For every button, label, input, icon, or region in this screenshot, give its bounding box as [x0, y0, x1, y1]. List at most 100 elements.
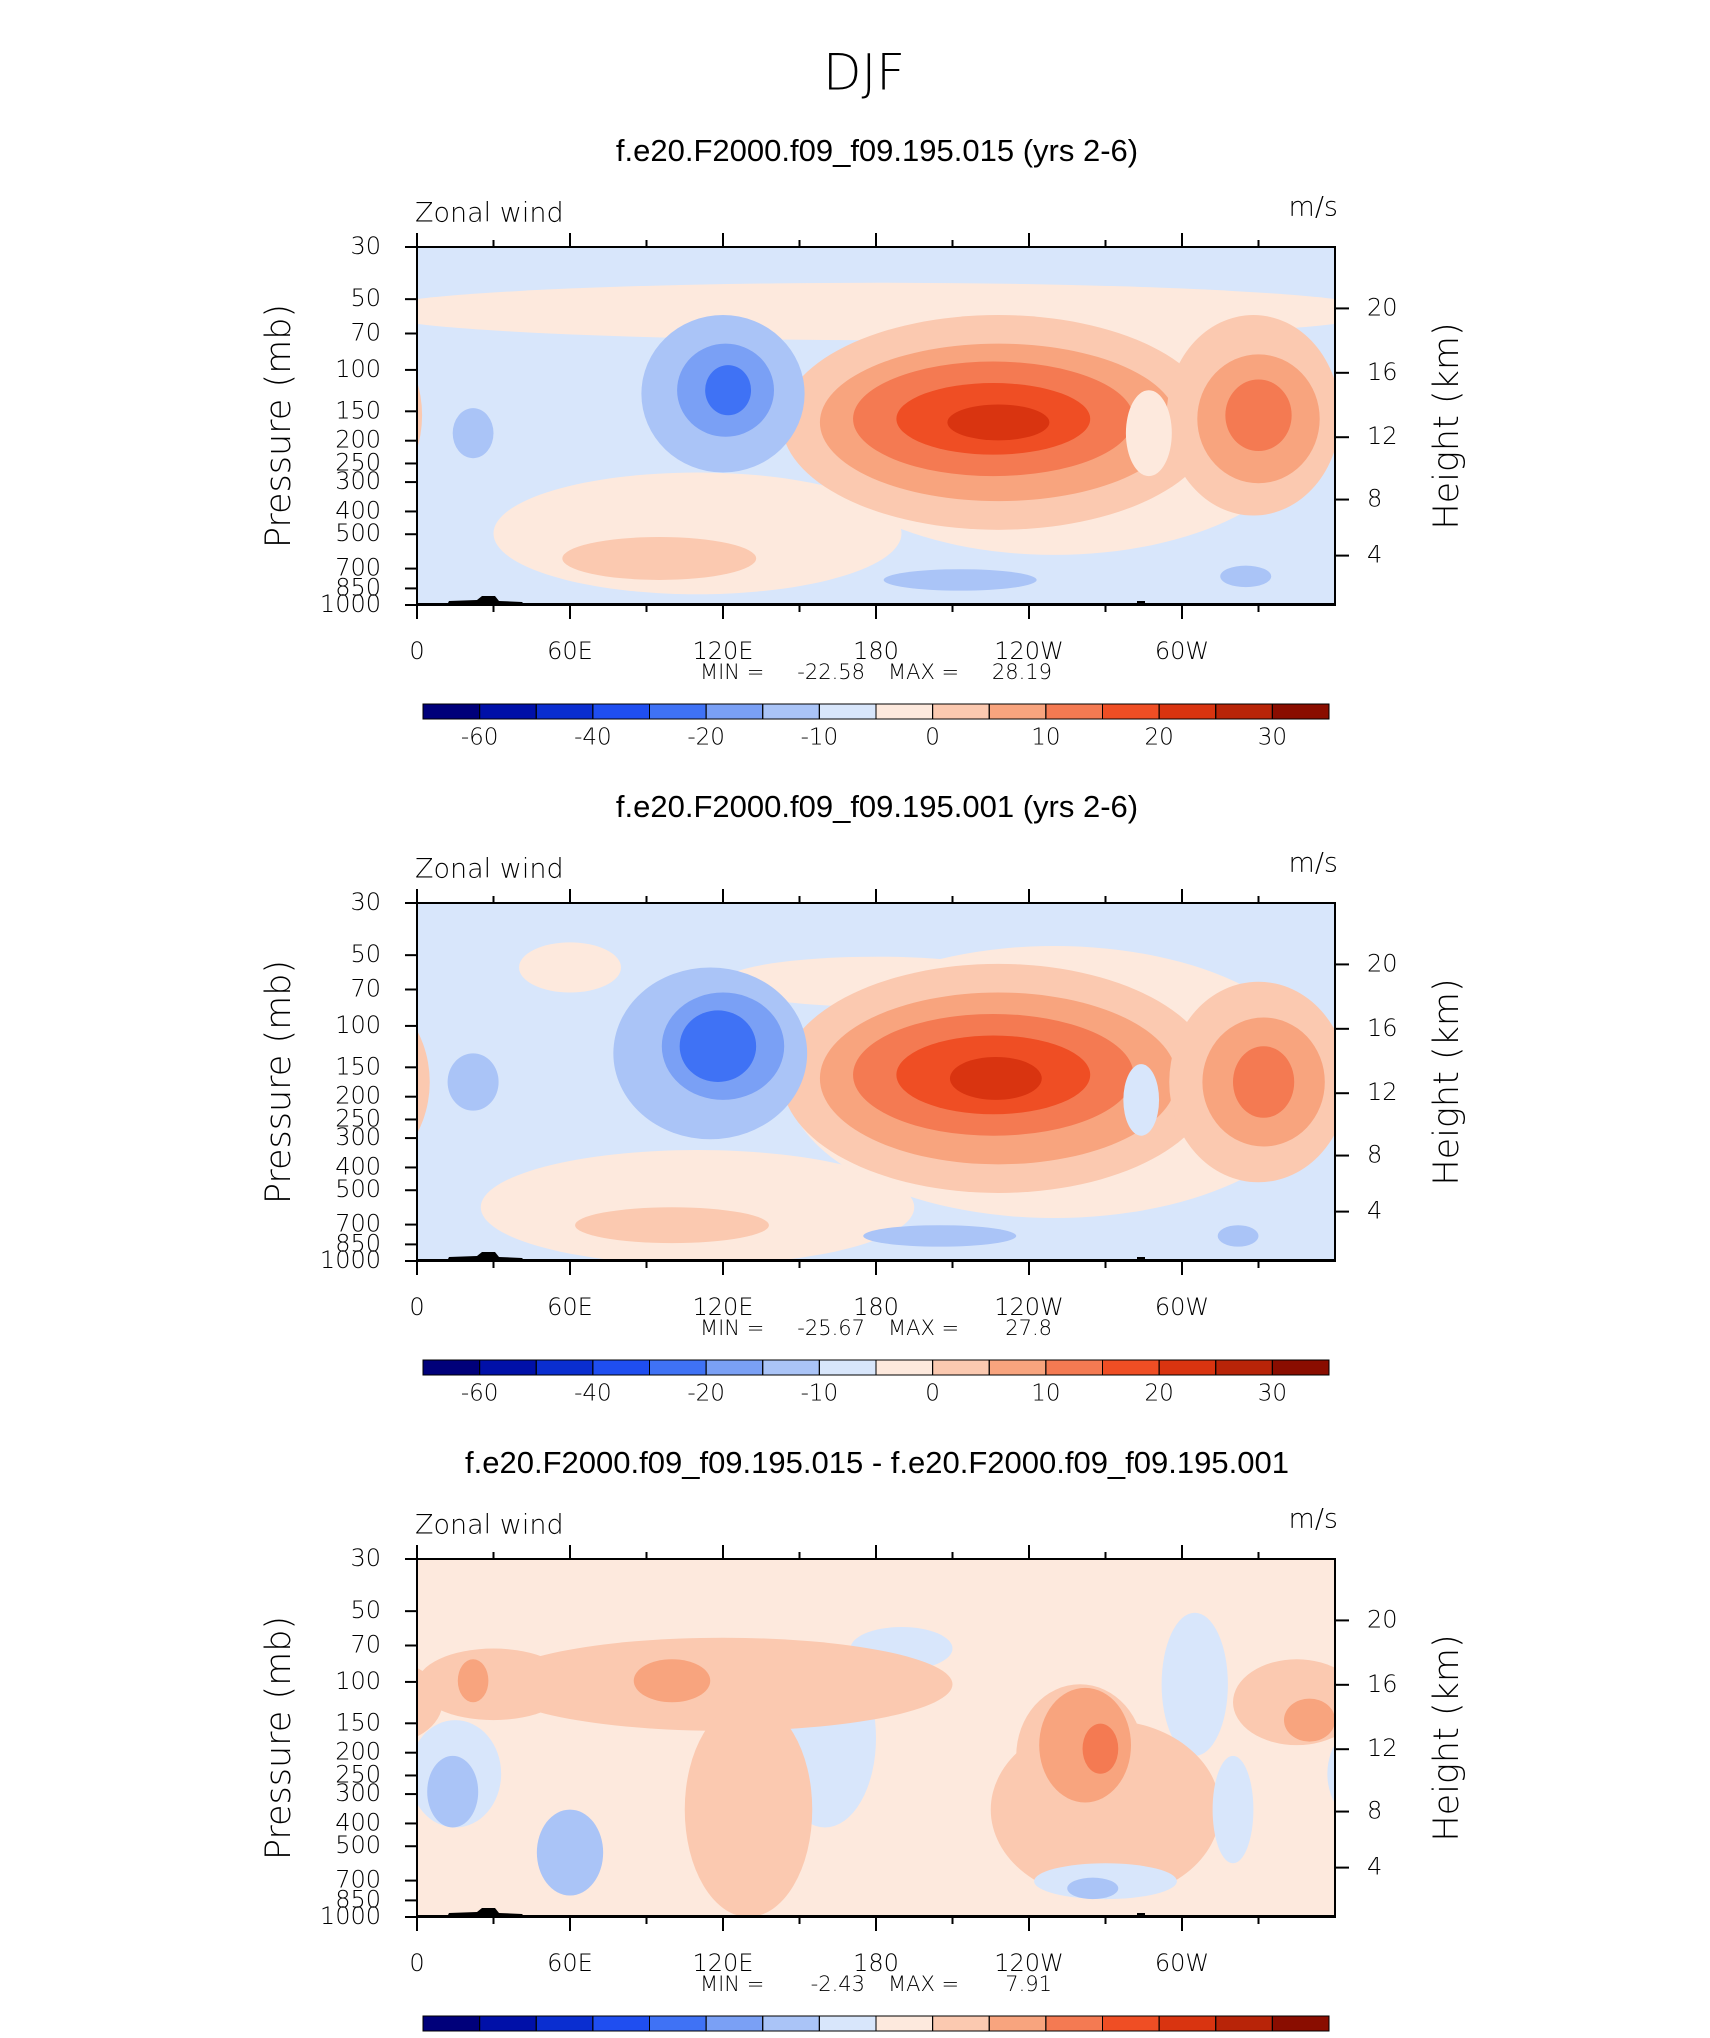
- y2-axis-title: Height (km): [1427, 1634, 1467, 1841]
- colorbar-swatch: [762, 703, 820, 720]
- colorbar-label: -3: [751, 2037, 774, 2038]
- x-tick-label: 180: [853, 1293, 899, 1321]
- x-tick-label: 60E: [547, 637, 593, 665]
- contour-region: [116, 1863, 259, 1899]
- y-tick-label: 400: [335, 496, 381, 524]
- contour-region: [1700, 315, 1710, 530]
- colorbar-swatch: [1271, 2015, 1330, 2032]
- y2-tick-label: 12: [1367, 422, 1398, 450]
- contour-region: [165, 1724, 201, 1774]
- colorbar-swatch: [818, 2015, 877, 2032]
- y-tick-label: 50: [350, 1596, 381, 1624]
- colorbar-label: -40: [574, 1381, 612, 1407]
- colorbar-label: 15: [1201, 2037, 1230, 2038]
- colorbar-swatch: [1158, 1359, 1217, 1376]
- contour-region: [633, 1659, 711, 1703]
- contour-region: [1220, 565, 1272, 588]
- x-tick-label: 60E: [547, 1949, 593, 1977]
- colorbar-swatch: [1271, 703, 1330, 720]
- contour-region: [0, 993, 259, 1165]
- colorbar-label: 1: [925, 2037, 940, 2038]
- y2-tick-label: 16: [1367, 1014, 1398, 1042]
- contour-region: [0, 1035, 172, 1114]
- panel: f.e20.F2000.f09_f09.195.015 (yrs 2-6) Zon…: [0, 133, 1710, 751]
- contour-region: [575, 1207, 769, 1244]
- contour-region: [417, 1648, 570, 1721]
- contour-region: [1327, 1744, 1335, 1804]
- colorbar-swatch: [649, 703, 707, 720]
- contour-region: [1123, 1064, 1160, 1136]
- colorbar-swatch: [932, 2015, 990, 2032]
- contour-region: [0, 362, 216, 477]
- contour-region: [1284, 298, 1335, 324]
- y2-axis-title: Height (km): [1427, 978, 1467, 1185]
- min-value: -2.43: [811, 1972, 865, 1996]
- colorbar-swatch: [988, 2015, 1047, 2032]
- colorbar-swatch: [1102, 1359, 1160, 1376]
- colorbar-swatch: [705, 703, 764, 720]
- x-tick-label: 120E: [693, 1949, 754, 1977]
- y-tick-label: 700: [335, 554, 381, 582]
- contour-region: [1067, 1877, 1119, 1900]
- x-tick-label: 120W: [994, 637, 1064, 665]
- contour-region: [447, 1053, 499, 1111]
- contour-region: [493, 1637, 953, 1731]
- contour-region: [417, 381, 423, 450]
- max-label: MAX =: [888, 660, 959, 684]
- y-tick-label: 50: [350, 284, 381, 312]
- contour-region: [1217, 1225, 1259, 1247]
- y-tick-label: 1000: [320, 1246, 381, 1274]
- contour-region: [417, 298, 468, 324]
- contour-field: [0, 247, 1710, 605]
- colorbar-label: 18: [1258, 2037, 1287, 2038]
- contour-region: [1623, 365, 1669, 415]
- colorbar-swatch: [762, 1359, 820, 1376]
- y-tick-label: 200: [335, 1738, 381, 1766]
- contour-region: [1233, 1046, 1295, 1118]
- colorbar-label: -1: [808, 2037, 831, 2038]
- colorbar-swatch: [592, 703, 650, 720]
- y-tick-label: 200: [335, 426, 381, 454]
- x-tick-label: 60E: [547, 1293, 593, 1321]
- y-tick-label: 850: [335, 1229, 381, 1257]
- colorbar-swatch: [535, 1359, 594, 1376]
- contour-region: [205, 1064, 241, 1136]
- contour-region: [0, 344, 259, 502]
- contour-region: [1705, 946, 1710, 1218]
- units-label: m/s: [1289, 848, 1338, 879]
- contour-region: [1082, 1723, 1119, 1774]
- contour-region: [947, 404, 1050, 441]
- colorbar-label: -6: [695, 2037, 718, 2038]
- y-axis-title: Pressure (mb): [259, 304, 299, 548]
- y2-tick-label: 8: [1367, 485, 1382, 513]
- y-tick-label: 500: [335, 1175, 381, 1203]
- colorbar-label: 3: [982, 2037, 997, 2038]
- contour-region: [121, 1688, 213, 1803]
- y-tick-label: 700: [335, 1210, 381, 1238]
- y2-tick-label: 4: [1367, 1853, 1382, 1881]
- colorbar-swatch: [535, 2015, 594, 2032]
- y-tick-label: 250: [335, 448, 381, 476]
- colorbar-label: 10: [1031, 725, 1060, 751]
- colorbar-swatch: [592, 2015, 650, 2032]
- contour-region: [1161, 1612, 1228, 1756]
- contour-region: [549, 1831, 591, 1889]
- colorbar-swatch: [649, 1359, 707, 1376]
- colorbar-label: 6: [1039, 2037, 1054, 2038]
- y-tick-label: 70: [350, 975, 381, 1003]
- panel-title: f.e20.F2000.f09_f09.195.001 (yrs 2-6): [616, 789, 1138, 824]
- colorbar-swatch: [592, 1359, 650, 1376]
- y-tick-label: 850: [335, 573, 381, 601]
- contour-field: [116, 1559, 1335, 1917]
- colorbar-label: -60: [461, 1381, 499, 1407]
- y-tick-label: 100: [335, 1667, 381, 1695]
- y2-tick-label: 16: [1367, 1670, 1398, 1698]
- colorbar-swatch: [1045, 703, 1103, 720]
- contour-region: [1700, 964, 1710, 1193]
- variable-label: Zonal wind: [415, 854, 564, 885]
- y2-tick-label: 12: [1367, 1078, 1398, 1106]
- contour-region: [1493, 1207, 1687, 1243]
- contour-region: [562, 536, 757, 580]
- colorbar-swatch: [762, 2015, 820, 2032]
- contour-region: [1641, 957, 1710, 1007]
